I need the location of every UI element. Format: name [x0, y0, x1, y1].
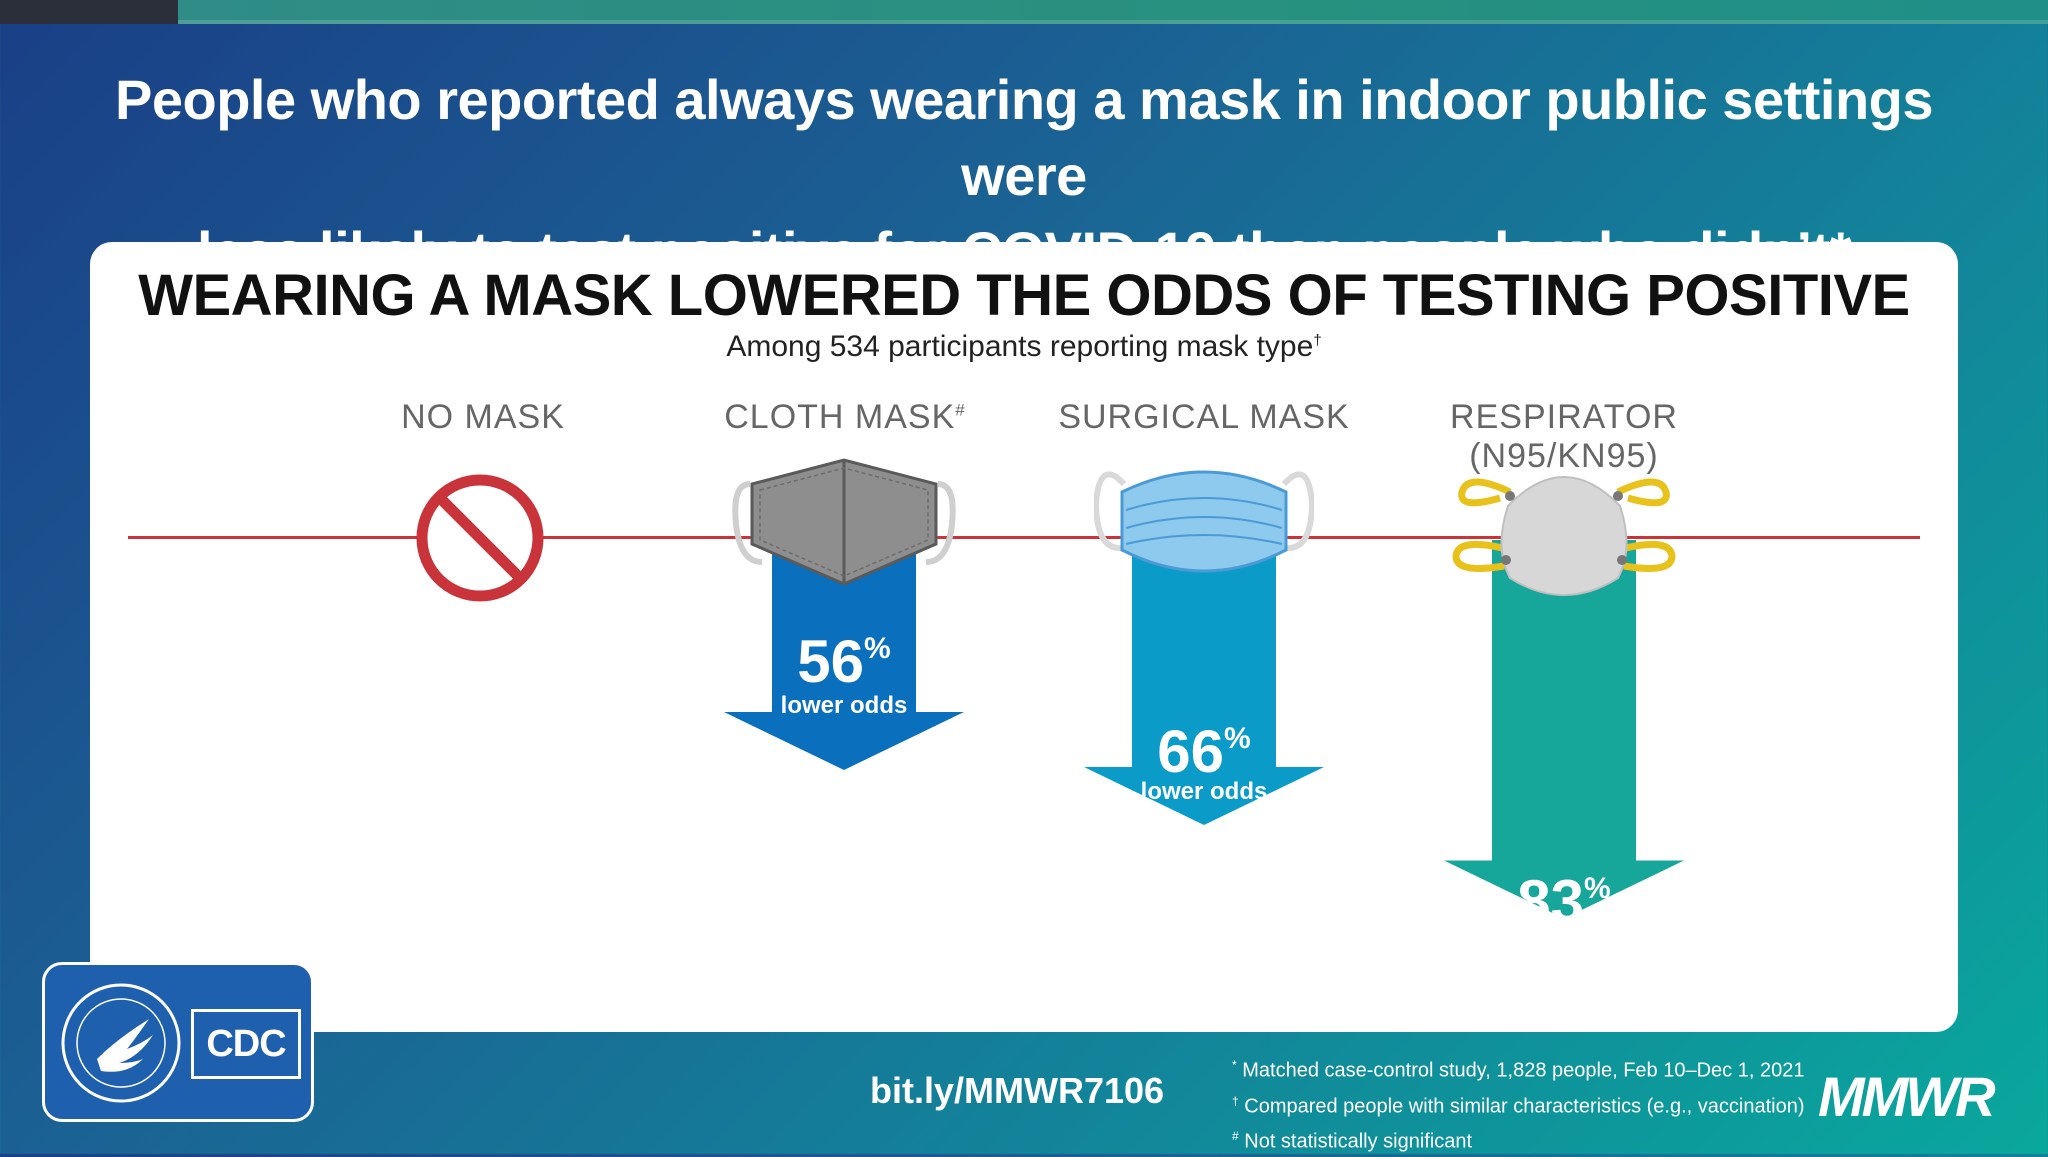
chart-baseline — [128, 536, 1920, 539]
category-label-respirator: RESPIRATOR (N95/KN95) — [1354, 398, 1774, 476]
footnote-text: Not statistically significant — [1244, 1130, 1473, 1153]
cloth-mask-icon — [732, 458, 956, 586]
footnote-item: # Not statistically significant — [1232, 1121, 1804, 1157]
footnotes: * Matched case-control study, 1,828 peop… — [1232, 1050, 1804, 1157]
data-label-unit: % — [1584, 872, 1611, 905]
footnote-mark: # — [1232, 1129, 1239, 1144]
data-caption-cloth-mask: lower odds — [780, 692, 908, 719]
footnote-text: Matched case-control study, 1,828 people… — [1242, 1059, 1805, 1082]
no-mask-icon — [416, 474, 544, 602]
bar-shape-surgical-mask — [1084, 540, 1324, 825]
chart-subtitle-mark: † — [1313, 332, 1322, 349]
data-label-unit: % — [864, 632, 891, 665]
source-link[interactable]: bit.ly/MMWR7106 — [870, 1070, 1165, 1111]
data-caption-surgical-mask: lower odds — [1140, 778, 1268, 805]
category-label-text: SURGICAL MASK — [1058, 398, 1350, 436]
data-label-value: 56 — [797, 628, 865, 695]
chart-title: WEARING A MASK LOWERED THE ODDS OF TESTI… — [138, 263, 1910, 328]
hhs-cdc-logo: CDC — [42, 962, 314, 1122]
surgical-mask-icon — [1094, 470, 1314, 573]
data-label-value: 66 — [1157, 718, 1225, 785]
footnote-mark: † — [1232, 1093, 1239, 1108]
bar-arrow-cloth-mask — [724, 540, 964, 770]
category-label-cloth-mask: CLOTH MASK# — [635, 398, 1055, 437]
headline-line-1: People who reported always wearing a mas… — [114, 68, 1934, 207]
top-strip — [0, 0, 2048, 24]
category-label-text: CLOTH MASK — [724, 398, 956, 436]
hhs-seal-icon — [61, 983, 181, 1103]
data-label-unit: % — [1224, 722, 1251, 755]
footnote-item: * Matched case-control study, 1,828 peop… — [1232, 1050, 1804, 1086]
bar-arrow-surgical-mask — [1084, 540, 1324, 825]
data-label-respirator: 83% — [1434, 872, 1694, 932]
respirator-icon — [1452, 476, 1676, 596]
data-label-cloth-mask: 56% — [714, 632, 974, 692]
cdc-logo-text: CDC — [191, 1009, 301, 1079]
category-label-surgical-mask: SURGICAL MASK — [994, 398, 1414, 437]
category-label-text: RESPIRATOR (N95/KN95) — [1450, 398, 1678, 475]
footnote-text: Compared people with similar characteris… — [1244, 1095, 1805, 1118]
mmwr-brand: MMWR — [1818, 1065, 1996, 1128]
category-label-mark: # — [955, 400, 966, 420]
bar-arrow-respirator — [1444, 540, 1684, 919]
footnote-mark: * — [1232, 1058, 1237, 1072]
chart-subtitle: Among 534 participants reporting mask ty… — [0, 330, 2048, 364]
category-label-no-mask: NO MASK — [273, 398, 693, 437]
bar-shape-cloth-mask — [724, 540, 964, 770]
data-caption-respirator: lower odds — [1500, 928, 1628, 955]
footnote-item: † Compared people with similar character… — [1232, 1086, 1804, 1122]
category-label-text: NO MASK — [401, 398, 565, 436]
data-label-surgical-mask: 66% — [1074, 722, 1334, 782]
chart-card — [90, 242, 1958, 1032]
chart-subtitle-text: Among 534 participants reporting mask ty… — [726, 330, 1314, 363]
bar-shape-respirator — [1444, 540, 1684, 919]
data-label-value: 83 — [1517, 868, 1585, 935]
